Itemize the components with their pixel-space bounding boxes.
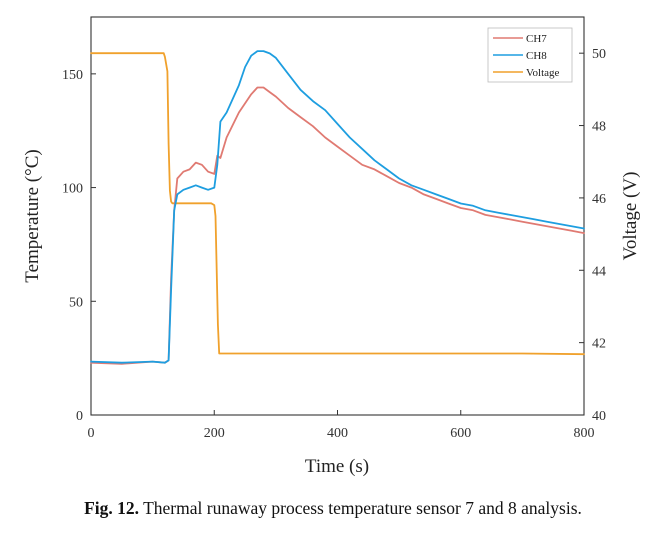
x-tick-label: 200 (204, 426, 225, 441)
y2-tick-label: 48 (592, 120, 606, 135)
y2-tick-label: 46 (592, 192, 606, 207)
series-line-ch8 (90, 50, 585, 364)
x-tick-label: 400 (327, 426, 348, 441)
x-tick-label: 0 (88, 426, 95, 441)
ticks-layer: 0 200 400 600 800 0 50 100 150 40 42 44 46 48 50 (62, 47, 606, 441)
y-axis-label: Temperature (°C) (22, 149, 43, 282)
x-tick-label: 600 (450, 426, 471, 441)
y-tick-label: 150 (62, 68, 83, 83)
y-tick-label: 100 (62, 182, 83, 197)
series-line-ch7 (90, 86, 585, 365)
figure-caption: Fig. 12. Thermal runaway process tempera… (0, 498, 666, 519)
series-layer (90, 50, 585, 365)
y2-axis-label: Voltage (V) (620, 172, 641, 261)
chart: 0 200 400 600 800 0 50 100 150 40 42 44 46 48 50 Time … (22, 16, 641, 477)
legend-label-voltage: Voltage (526, 67, 560, 79)
series-line-voltage (90, 52, 585, 356)
plot-area: 0 200 400 600 800 0 50 100 150 40 42 44 46 48 50 (62, 16, 606, 441)
y2-tick-label: 40 (592, 409, 606, 424)
y2-tick-label: 44 (592, 264, 606, 279)
y-tick-label: 50 (69, 295, 83, 310)
x-axis-label: Time (s) (305, 456, 369, 477)
legend-label-ch8: CH8 (526, 50, 547, 62)
caption-text: Thermal runaway process temperature sens… (139, 498, 582, 518)
legend-label-ch7: CH7 (526, 33, 547, 45)
y2-tick-label: 42 (592, 337, 606, 352)
legend: CH7 CH8 Voltage (487, 27, 573, 83)
x-tick-label: 800 (574, 426, 595, 441)
y2-tick-label: 50 (592, 47, 606, 62)
caption-lead: Fig. 12. (84, 498, 140, 518)
y-tick-label: 0 (76, 409, 83, 424)
